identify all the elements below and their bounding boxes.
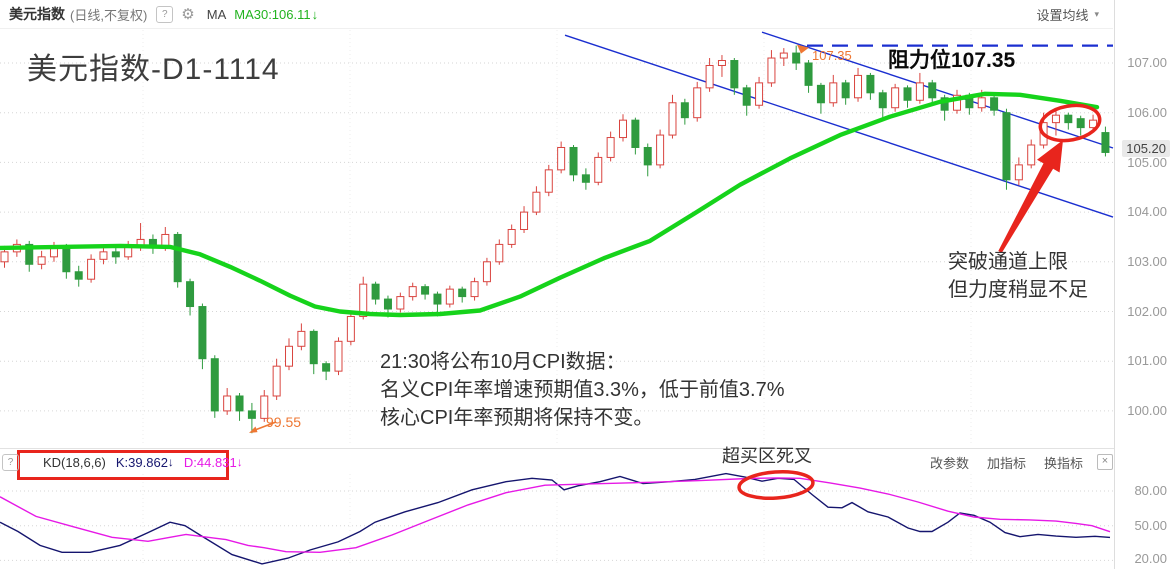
- breakout-note: 突破通道上限 但力度稍显不足: [948, 248, 1088, 304]
- price-tick: 101.00: [1127, 353, 1167, 368]
- panel-divider: [0, 448, 1114, 449]
- ma30-value: MA30:106.11: [234, 6, 311, 22]
- help-icon[interactable]: ?: [156, 5, 174, 23]
- d-value: D:44.831: [183, 454, 237, 470]
- add-indicator-button[interactable]: 加指标: [986, 455, 1026, 471]
- kdj-tick: 50.00: [1134, 518, 1167, 533]
- resistance-annotation: 阻力位107.35: [888, 49, 1016, 72]
- price-tick: 107.00: [1127, 55, 1167, 70]
- price-tick: 102.00: [1127, 304, 1167, 319]
- period-label: (日线,不复权): [70, 7, 148, 23]
- indicator-header: ? KD(18,6,6) K:39.862 ↓ D:44.831 ↓ 改参数 加…: [0, 449, 1113, 475]
- indicator-name: KD(18,6,6): [43, 454, 106, 470]
- d-down-arrow-icon: ↓: [236, 455, 243, 469]
- price-tick: 100.00: [1127, 403, 1167, 418]
- kdj-deathcross-note: 超买区死叉: [722, 446, 812, 466]
- current-price-badge: 105.20: [1122, 140, 1170, 157]
- caret-down-icon[interactable]: ▾: [1094, 8, 1099, 19]
- cpi-note-line2: 名义CPI年率增速预期值3.3%，低于前值3.7%: [380, 379, 785, 401]
- price-tick: 105.00: [1127, 155, 1167, 170]
- cpi-note-line1: 21:30将公布10月CPI数据：: [380, 351, 626, 373]
- peak-price-label: 107.35: [812, 48, 852, 63]
- breakout-note-line2: 但力度稍显不足: [948, 279, 1088, 301]
- k-down-arrow-icon: ↓: [167, 455, 174, 469]
- gear-icon[interactable]: ⚙: [181, 6, 195, 23]
- kdj-tick: 80.00: [1134, 483, 1167, 498]
- price-tick: 103.00: [1127, 254, 1167, 269]
- k-value: K:39.862: [115, 454, 168, 470]
- kdj-tick: 20.00: [1134, 551, 1167, 566]
- symbol-name: 美元指数: [9, 6, 65, 22]
- ma-indicator-label[interactable]: MA: [206, 6, 227, 22]
- chart-watermark-title: 美元指数-D1-1114: [27, 53, 280, 86]
- edit-params-button[interactable]: 改参数: [929, 455, 969, 471]
- indicator-help-icon[interactable]: ?: [2, 453, 19, 471]
- price-tick: 106.00: [1127, 105, 1167, 120]
- price-tick: 104.00: [1127, 204, 1167, 219]
- price-axis[interactable]: 107.00 106.00 105.20 105.00 104.00 103.0…: [1114, 0, 1173, 569]
- cpi-note-line3: 核心CPI年率预期将保持不变。: [380, 407, 654, 429]
- switch-indicator-button[interactable]: 换指标: [1043, 455, 1083, 471]
- close-icon[interactable]: ×: [1097, 454, 1113, 470]
- chart-header: 美元指数 (日线,不复权) ? ⚙ MA MA30:106.11 ↓ 设置均线 …: [0, 0, 1113, 29]
- cpi-note: 21:30将公布10月CPI数据： 名义CPI年率增速预期值3.3%，低于前值3…: [380, 348, 785, 432]
- ma-settings-button[interactable]: 设置均线: [1036, 7, 1089, 23]
- breakout-note-line1: 突破通道上限: [948, 251, 1068, 273]
- low-price-label: 99.55: [266, 414, 302, 430]
- down-arrow-icon: ↓: [311, 6, 319, 22]
